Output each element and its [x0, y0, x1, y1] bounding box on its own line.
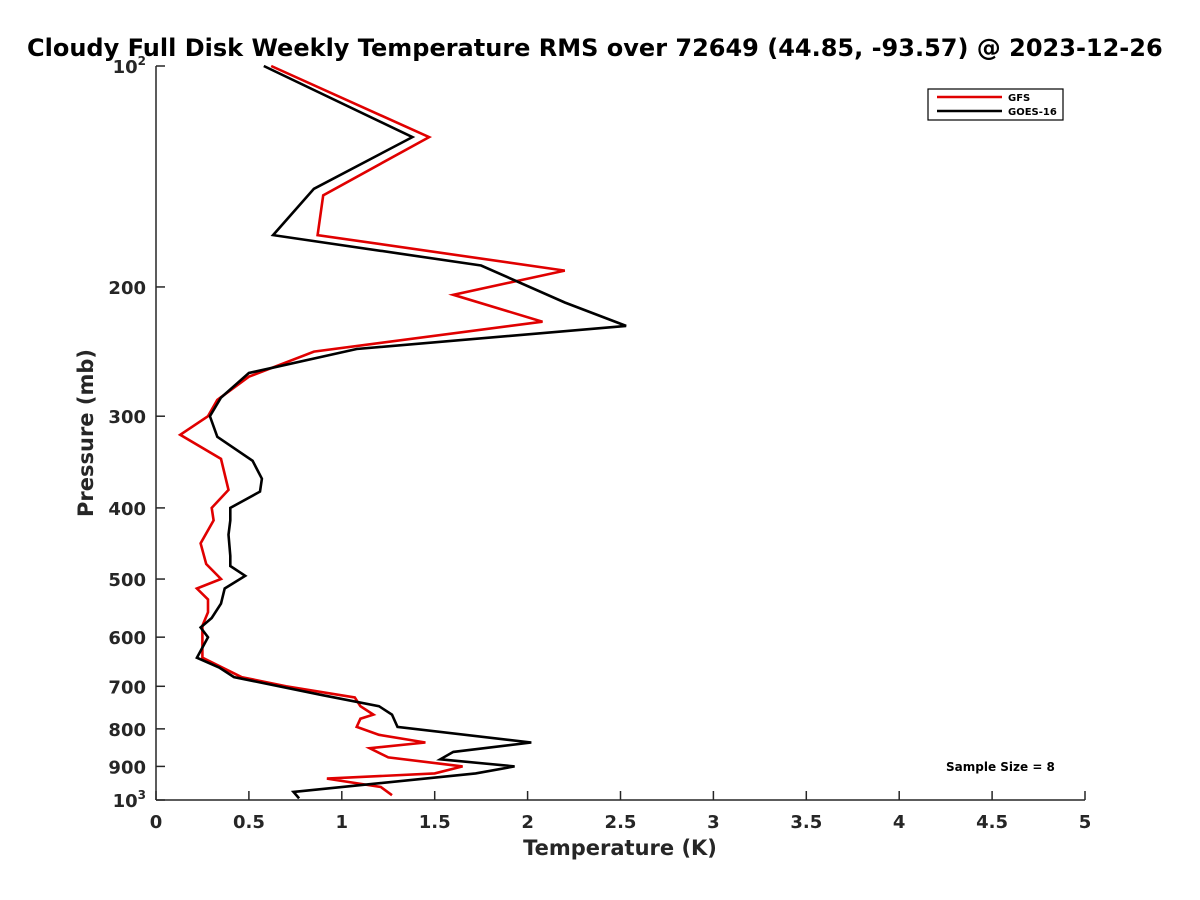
- x-axis-label: Temperature (K): [523, 836, 717, 860]
- x-tick-label: 1.5: [419, 812, 451, 833]
- y-tick-label: 500: [108, 570, 146, 591]
- y-tick-label: 103: [113, 788, 146, 812]
- x-tick-label: 4.5: [976, 812, 1008, 833]
- x-tick-label: 5: [1079, 812, 1092, 833]
- y-tick-label: 600: [108, 628, 146, 649]
- x-tick-label: 1: [336, 812, 349, 833]
- sample-size-annotation: Sample Size = 8: [946, 760, 1055, 774]
- legend: GFS GOES-16: [927, 88, 1064, 121]
- legend-label-goes-16: GOES-16: [1008, 107, 1057, 118]
- y-tick-label: 300: [108, 407, 146, 428]
- y-tick-label: 700: [108, 677, 146, 698]
- y-tick-exponent: 3: [138, 788, 146, 802]
- y-tick-label: 400: [108, 499, 146, 520]
- y-tick-label: 200: [108, 278, 146, 299]
- x-tick-label: 2: [521, 812, 534, 833]
- legend-box: [927, 88, 1064, 121]
- y-tick-base: 10: [113, 791, 138, 812]
- series-line-goes-16: [195, 64, 627, 800]
- y-axis-label: Pressure (mb): [74, 349, 98, 517]
- x-ticks: 0 0.5 1 1.5 2 2.5 3 3.5 4 4.5 5: [150, 791, 1092, 833]
- x-tick-label: 0.5: [233, 812, 265, 833]
- y-tick-base: 10: [113, 57, 138, 78]
- x-tick-label: 2.5: [605, 812, 637, 833]
- x-tick-label: 3: [707, 812, 720, 833]
- plot-area: 0 0.5 1 1.5 2 2.5 3 3.5 4 4.5 5 102200300400500600…: [108, 54, 1091, 833]
- y-tick-exponent: 2: [138, 54, 146, 68]
- legend-label-gfs: GFS: [1008, 93, 1030, 104]
- y-tick-label: 800: [108, 720, 146, 741]
- series-lines: [177, 64, 627, 800]
- x-tick-label: 4: [893, 812, 906, 833]
- series-line-gfs: [177, 64, 566, 797]
- y-tick-label: 900: [108, 757, 146, 778]
- chart-title: Cloudy Full Disk Weekly Temperature RMS …: [27, 34, 1163, 62]
- x-tick-label: 0: [150, 812, 163, 833]
- y-tick-label: 102: [113, 54, 146, 78]
- x-tick-label: 3.5: [790, 812, 822, 833]
